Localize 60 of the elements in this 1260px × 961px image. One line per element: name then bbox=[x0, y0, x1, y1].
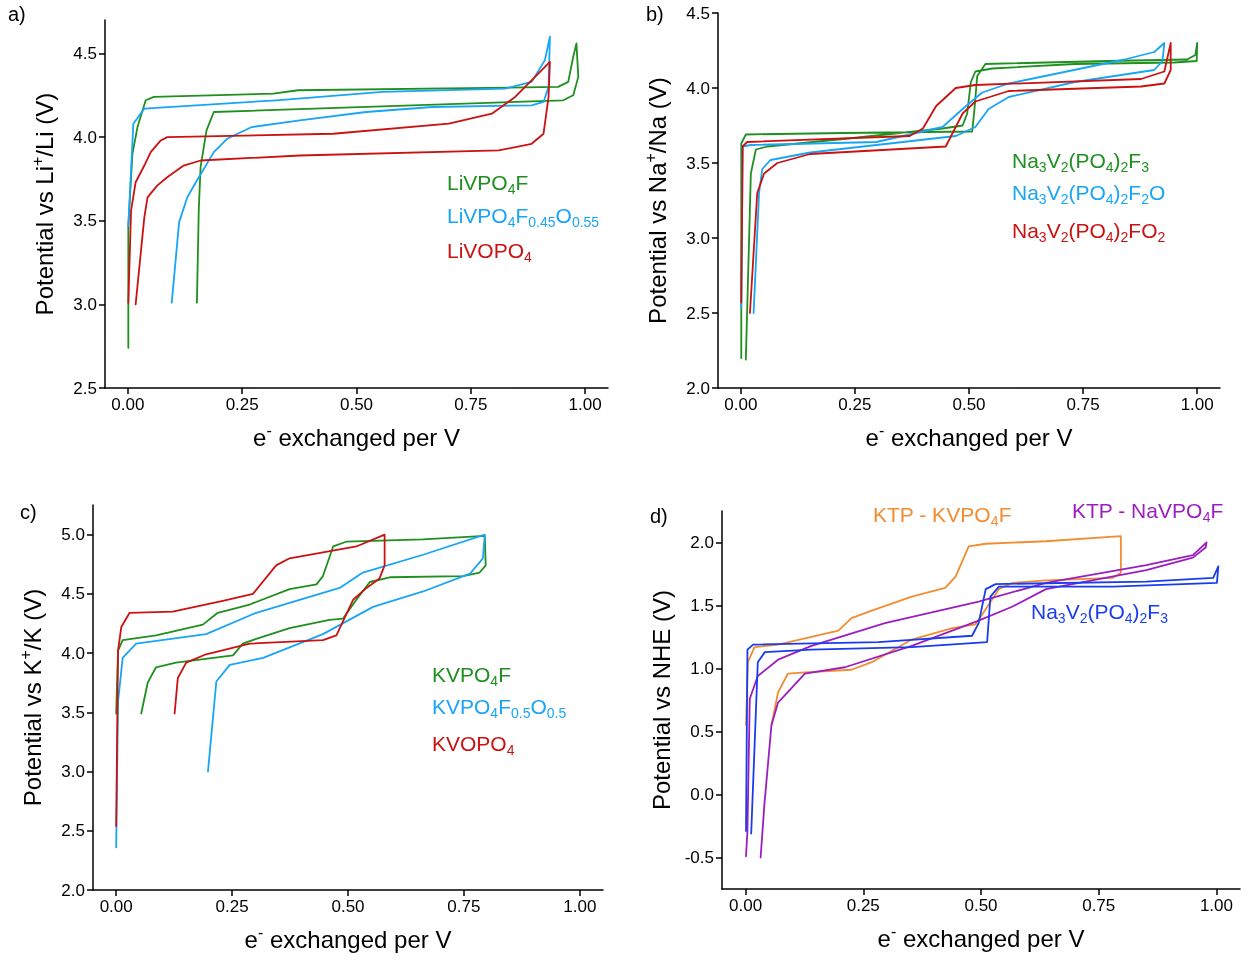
x-tick-label: 1.00 bbox=[563, 897, 597, 916]
y-tick-label: 2.5 bbox=[73, 378, 97, 398]
x-tick-label: 0.25 bbox=[838, 395, 872, 414]
x-tick-label: 0.50 bbox=[331, 897, 365, 916]
x-tick-label: 0.00 bbox=[111, 395, 145, 414]
x-tick-label: 0.50 bbox=[964, 896, 998, 915]
y-tick-label: 3.5 bbox=[61, 702, 85, 722]
y-tick-label: 1.0 bbox=[690, 659, 714, 678]
y-tick-label: 2.0 bbox=[61, 880, 85, 900]
line-series bbox=[745, 565, 1220, 835]
x-tick-label: 0.75 bbox=[454, 395, 488, 414]
y-tick-label: 4.5 bbox=[73, 43, 97, 63]
y-tick-label: 4.0 bbox=[686, 78, 710, 98]
y-tick-label: 2.5 bbox=[61, 821, 85, 841]
x-tick-label: 0.25 bbox=[225, 395, 259, 414]
x-axis-title: e- exchanged per V bbox=[253, 421, 460, 451]
y-axis-title: Potential vs Li+/Li (V) bbox=[28, 92, 58, 316]
x-tick-label: 0.00 bbox=[729, 896, 763, 915]
y-tick-label: 4.5 bbox=[61, 584, 85, 604]
x-tick-label: 1.00 bbox=[568, 395, 602, 414]
x-tick-label: 0.75 bbox=[1082, 896, 1116, 915]
y-tick-label: 5.0 bbox=[61, 525, 85, 545]
x-tick-label: 0.50 bbox=[339, 395, 374, 414]
x-tick-label: 0.00 bbox=[724, 395, 758, 414]
chart-title: a) bbox=[8, 3, 26, 25]
x-tick-label: 1.00 bbox=[1199, 896, 1233, 915]
y-tick-label: 3.5 bbox=[73, 211, 97, 231]
y-tick-label: 2.0 bbox=[690, 533, 714, 552]
x-tick-label: 0.50 bbox=[952, 395, 986, 414]
y-tick-label: -0.5 bbox=[684, 848, 714, 867]
x-axis-title: e- exchanged per V bbox=[877, 922, 1085, 952]
y-tick-label: 3.5 bbox=[686, 153, 710, 173]
y-tick-label: 2.0 bbox=[686, 378, 710, 398]
x-axis-title: e- exchanged per V bbox=[244, 923, 452, 953]
x-tick-label: 0.00 bbox=[99, 897, 133, 916]
x-tick-label: 0.25 bbox=[846, 896, 880, 915]
x-tick-label: 0.75 bbox=[447, 897, 481, 916]
y-tick-label: 0.5 bbox=[690, 722, 714, 741]
y-tick-label: 1.5 bbox=[690, 596, 714, 615]
y-tick-label: 0.0 bbox=[690, 785, 714, 804]
y-axis-title: Potential vs K+/K (V) bbox=[16, 588, 46, 807]
chart-title: d) bbox=[650, 505, 668, 527]
line-series bbox=[740, 42, 1199, 361]
chart-title: b) bbox=[646, 3, 664, 25]
x-tick-label: 0.25 bbox=[215, 897, 249, 916]
y-axis-title: Potential vs Na+/Na (V) bbox=[641, 77, 671, 324]
chart-title: c) bbox=[20, 501, 37, 523]
line-series bbox=[745, 541, 1208, 859]
y-tick-label: 4.0 bbox=[61, 643, 85, 663]
y-tick-label: 3.0 bbox=[73, 294, 97, 314]
x-tick-label: 1.00 bbox=[1180, 395, 1214, 414]
line-series bbox=[115, 533, 386, 827]
y-tick-label: 3.0 bbox=[61, 762, 85, 782]
y-tick-label: 4.0 bbox=[73, 127, 97, 147]
y-tick-label: 2.5 bbox=[686, 303, 710, 323]
y-axis-title: Potential vs NHE (V) bbox=[648, 589, 676, 811]
y-tick-label: 4.5 bbox=[686, 3, 710, 23]
y-tick-label: 3.0 bbox=[686, 228, 710, 248]
x-axis-title: e- exchanged per V bbox=[865, 421, 1073, 451]
x-tick-label: 0.75 bbox=[1066, 395, 1100, 414]
